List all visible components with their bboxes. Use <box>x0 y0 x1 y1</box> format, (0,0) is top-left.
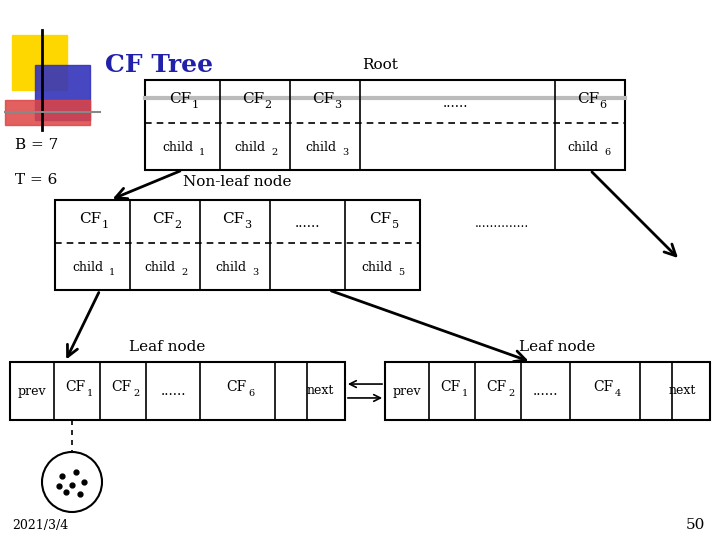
Bar <box>5 100 90 125</box>
Text: ......: ...... <box>294 217 320 231</box>
Text: CF: CF <box>312 92 334 106</box>
Text: CF: CF <box>152 212 174 226</box>
Text: 1: 1 <box>109 268 115 276</box>
Text: 1: 1 <box>87 388 93 397</box>
Text: 1: 1 <box>199 148 205 157</box>
Text: next: next <box>668 384 696 397</box>
Text: child: child <box>163 141 194 154</box>
Text: CF: CF <box>486 380 506 394</box>
Text: 1: 1 <box>102 220 109 231</box>
Text: ..............: .............. <box>475 217 529 230</box>
Text: child: child <box>145 261 176 274</box>
Text: 6: 6 <box>248 388 254 397</box>
Text: 2021/3/4: 2021/3/4 <box>12 518 68 531</box>
Text: CF: CF <box>222 212 244 226</box>
Bar <box>10 362 345 420</box>
Text: 50: 50 <box>685 518 705 532</box>
Text: 5: 5 <box>398 268 404 276</box>
Bar <box>55 200 420 290</box>
Text: prev: prev <box>392 384 421 397</box>
Text: CF Tree: CF Tree <box>105 53 213 77</box>
Text: 1: 1 <box>192 100 199 110</box>
Text: ......: ...... <box>442 97 468 110</box>
Text: 3: 3 <box>342 148 348 157</box>
Text: CF: CF <box>440 380 460 394</box>
Text: 3: 3 <box>334 100 341 110</box>
Text: next: next <box>306 384 333 397</box>
Text: 6: 6 <box>604 148 610 157</box>
Text: Leaf node: Leaf node <box>519 340 595 354</box>
Text: 1: 1 <box>462 388 468 397</box>
Text: CF: CF <box>111 380 131 394</box>
Text: CF: CF <box>65 380 85 394</box>
Text: child: child <box>305 141 336 154</box>
Text: 2: 2 <box>181 268 187 276</box>
Text: 2: 2 <box>174 220 181 231</box>
Text: CF: CF <box>369 212 392 226</box>
Text: 3: 3 <box>244 220 251 231</box>
Text: child: child <box>73 261 104 274</box>
Bar <box>385 362 710 420</box>
Bar <box>145 80 625 170</box>
Bar <box>35 65 90 120</box>
Text: child: child <box>235 141 266 154</box>
Text: 3: 3 <box>252 268 258 276</box>
Text: child: child <box>567 141 598 154</box>
Text: 2: 2 <box>271 148 277 157</box>
Text: child: child <box>215 261 246 274</box>
Text: CF: CF <box>226 380 246 394</box>
Text: B = 7: B = 7 <box>15 138 58 152</box>
Text: 6: 6 <box>600 100 606 110</box>
Text: Leaf node: Leaf node <box>130 340 206 354</box>
Text: prev: prev <box>18 384 46 397</box>
Text: 2: 2 <box>508 388 514 397</box>
Text: Non-leaf node: Non-leaf node <box>184 175 292 189</box>
Text: 2: 2 <box>133 388 139 397</box>
Text: CF: CF <box>577 92 599 106</box>
Text: 4: 4 <box>615 388 621 397</box>
Text: 5: 5 <box>392 220 399 231</box>
Text: child: child <box>361 261 392 274</box>
Text: 2: 2 <box>264 100 271 110</box>
Bar <box>12 35 67 90</box>
Text: CF: CF <box>79 212 102 226</box>
Text: Root: Root <box>362 58 398 72</box>
Text: ......: ...... <box>161 384 186 398</box>
Text: CF: CF <box>169 92 192 106</box>
Text: CF: CF <box>593 380 613 394</box>
Text: CF: CF <box>242 92 264 106</box>
Text: ......: ...... <box>532 384 558 398</box>
Text: T = 6: T = 6 <box>15 173 58 187</box>
